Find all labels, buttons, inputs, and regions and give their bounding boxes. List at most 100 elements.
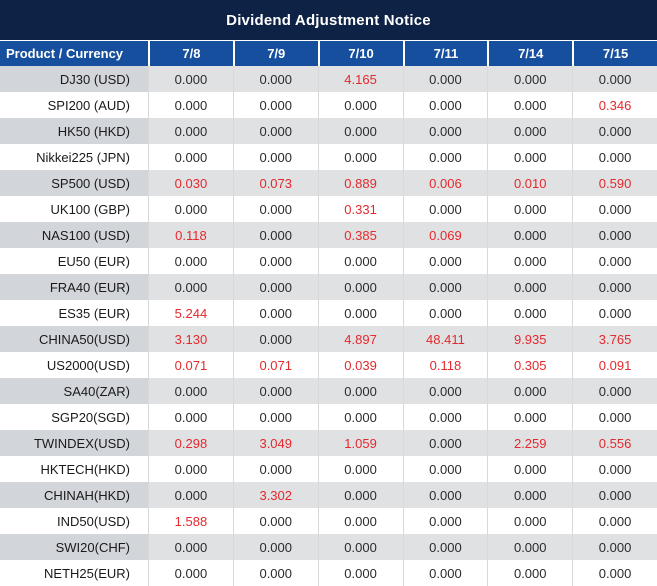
value-cell: 0.000 xyxy=(232,196,318,222)
value-cell: 0.000 xyxy=(402,560,488,586)
value-cell: 0.000 xyxy=(232,404,318,430)
value-cell: 0.000 xyxy=(572,482,657,508)
column-header-date-3: 7/10 xyxy=(317,41,403,66)
value-cell: 0.000 xyxy=(487,144,573,170)
product-cell: DJ30 (USD) xyxy=(0,66,148,92)
value-cell: 0.030 xyxy=(148,170,233,196)
table-row: IND50(USD) 1.588 0.000 0.000 0.000 0.000… xyxy=(0,508,657,534)
value-cell: 0.000 xyxy=(572,300,657,326)
value-cell: 0.000 xyxy=(487,118,573,144)
value-cell: 0.000 xyxy=(402,92,488,118)
value-cell: 0.000 xyxy=(148,66,233,92)
value-cell: 0.000 xyxy=(317,534,403,560)
value-cell: 3.302 xyxy=(232,482,318,508)
value-cell: 0.000 xyxy=(148,482,233,508)
product-cell: SPI200 (AUD) xyxy=(0,92,148,118)
value-cell: 0.073 xyxy=(232,170,318,196)
column-header-product: Product / Currency xyxy=(6,46,124,61)
table-row: TWINDEX(USD) 0.298 3.049 1.059 0.000 2.2… xyxy=(0,430,657,456)
table-row: UK100 (GBP) 0.000 0.000 0.331 0.000 0.00… xyxy=(0,196,657,222)
value-cell: 0.000 xyxy=(402,196,488,222)
value-cell: 0.000 xyxy=(487,378,573,404)
value-cell: 3.049 xyxy=(232,430,318,456)
table-row: EU50 (EUR) 0.000 0.000 0.000 0.000 0.000… xyxy=(0,248,657,274)
value-cell: 0.000 xyxy=(317,92,403,118)
column-header-date-1: 7/8 xyxy=(148,41,233,66)
table-row: FRA40 (EUR) 0.000 0.000 0.000 0.000 0.00… xyxy=(0,274,657,300)
value-cell: 0.000 xyxy=(317,300,403,326)
value-cell: 0.385 xyxy=(317,222,403,248)
value-cell: 2.259 xyxy=(487,430,573,456)
product-cell: HK50 (HKD) xyxy=(0,118,148,144)
value-cell: 0.000 xyxy=(232,274,318,300)
product-cell: SA40(ZAR) xyxy=(0,378,148,404)
value-cell: 0.000 xyxy=(148,404,233,430)
value-cell: 0.000 xyxy=(402,378,488,404)
value-cell: 0.000 xyxy=(402,300,488,326)
value-cell: 0.000 xyxy=(487,482,573,508)
table-row: Nikkei225 (JPN) 0.000 0.000 0.000 0.000 … xyxy=(0,144,657,170)
value-cell: 1.588 xyxy=(148,508,233,534)
value-cell: 0.000 xyxy=(487,66,573,92)
product-cell: Nikkei225 (JPN) xyxy=(0,144,148,170)
value-cell: 0.000 xyxy=(572,456,657,482)
product-cell: SWI20(CHF) xyxy=(0,534,148,560)
value-cell: 0.000 xyxy=(317,560,403,586)
value-cell: 0.010 xyxy=(487,170,573,196)
value-cell: 48.411 xyxy=(402,326,488,352)
value-cell: 0.000 xyxy=(232,456,318,482)
column-header-date-5: 7/14 xyxy=(487,41,572,66)
product-cell: SGP20(SGD) xyxy=(0,404,148,430)
value-cell: 0.000 xyxy=(148,144,233,170)
value-cell: 0.000 xyxy=(572,196,657,222)
table-row: HKTECH(HKD) 0.000 0.000 0.000 0.000 0.00… xyxy=(0,456,657,482)
product-cell: IND50(USD) xyxy=(0,508,148,534)
value-cell: 0.000 xyxy=(232,300,318,326)
table-row: NETH25(EUR) 0.000 0.000 0.000 0.000 0.00… xyxy=(0,560,657,586)
table-row: NAS100 (USD) 0.118 0.000 0.385 0.069 0.0… xyxy=(0,222,657,248)
column-header-date-2: 7/9 xyxy=(232,41,318,66)
value-cell: 0.000 xyxy=(148,378,233,404)
title-bar: Dividend Adjustment Notice xyxy=(0,0,657,40)
page-title: Dividend Adjustment Notice xyxy=(226,11,431,29)
value-cell: 0.000 xyxy=(487,508,573,534)
value-cell: 0.000 xyxy=(487,248,573,274)
value-cell: 0.000 xyxy=(232,508,318,534)
value-cell: 0.000 xyxy=(402,430,488,456)
value-cell: 0.000 xyxy=(487,274,573,300)
value-cell: 0.000 xyxy=(148,118,233,144)
value-cell: 0.000 xyxy=(317,456,403,482)
value-cell: 0.000 xyxy=(402,456,488,482)
product-cell: TWINDEX(USD) xyxy=(0,430,148,456)
table-header-row: Product / Currency 7/8 7/9 7/10 7/11 7/1… xyxy=(0,40,657,66)
value-cell: 0.000 xyxy=(232,326,318,352)
value-cell: 0.000 xyxy=(232,118,318,144)
value-cell: 0.000 xyxy=(572,144,657,170)
value-cell: 0.071 xyxy=(148,352,233,378)
value-cell: 0.000 xyxy=(402,482,488,508)
value-cell: 0.000 xyxy=(317,248,403,274)
table-row: SP500 (USD) 0.030 0.073 0.889 0.006 0.01… xyxy=(0,170,657,196)
table-row: SWI20(CHF) 0.000 0.000 0.000 0.000 0.000… xyxy=(0,534,657,560)
value-cell: 0.590 xyxy=(572,170,657,196)
value-cell: 0.000 xyxy=(148,248,233,274)
value-cell: 0.118 xyxy=(148,222,233,248)
table-body: DJ30 (USD) 0.000 0.000 4.165 0.000 0.000… xyxy=(0,66,657,586)
value-cell: 0.000 xyxy=(402,144,488,170)
table-row: SPI200 (AUD) 0.000 0.000 0.000 0.000 0.0… xyxy=(0,92,657,118)
value-cell: 0.000 xyxy=(232,248,318,274)
value-cell: 0.000 xyxy=(487,560,573,586)
value-cell: 0.000 xyxy=(572,560,657,586)
value-cell: 0.000 xyxy=(402,508,488,534)
value-cell: 3.130 xyxy=(148,326,233,352)
value-cell: 0.889 xyxy=(317,170,403,196)
value-cell: 0.000 xyxy=(148,196,233,222)
value-cell: 0.000 xyxy=(572,222,657,248)
value-cell: 0.000 xyxy=(232,560,318,586)
value-cell: 0.000 xyxy=(232,222,318,248)
value-cell: 4.897 xyxy=(317,326,403,352)
product-cell: HKTECH(HKD) xyxy=(0,456,148,482)
value-cell: 0.000 xyxy=(572,378,657,404)
value-cell: 0.000 xyxy=(148,456,233,482)
